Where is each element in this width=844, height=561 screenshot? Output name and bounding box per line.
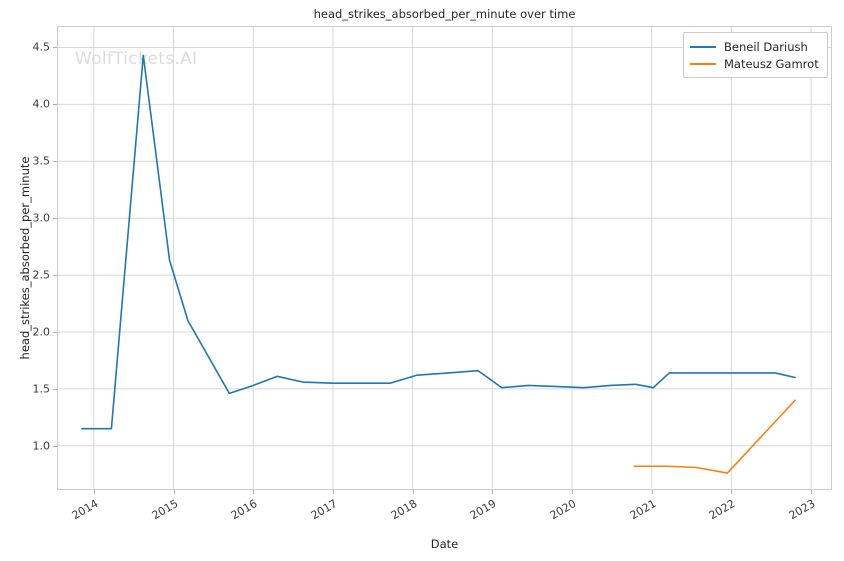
y-tick-label: 1.5 (32, 382, 51, 396)
y-tick-label: 3.0 (32, 211, 51, 225)
y-tick-label: 2.0 (32, 325, 51, 339)
y-tick-mark (53, 161, 57, 163)
x-tick-label: 2016 (228, 497, 260, 523)
legend-item[interactable]: Beneil Dariush (690, 38, 819, 55)
y-tick-label: 2.5 (32, 268, 51, 282)
plot-area: WolfTickets.AI (57, 26, 832, 490)
y-tick-mark (53, 445, 57, 447)
y-tick-mark (53, 331, 57, 333)
legend-item-label: Mateusz Gamrot (724, 56, 819, 71)
x-tick-mark (412, 490, 414, 494)
y-tick-mark (53, 388, 57, 390)
watermark: WolfTickets.AI (75, 49, 198, 69)
x-tick-label: 2019 (468, 497, 499, 523)
x-tick-label: 2022 (707, 497, 738, 523)
x-tick-mark (253, 490, 255, 494)
x-tick-mark (651, 490, 653, 494)
x-tick-label: 2015 (149, 497, 181, 523)
y-tick-label: 4.5 (32, 40, 51, 54)
x-tick-mark (173, 490, 175, 494)
y-tick-mark (53, 47, 57, 49)
x-tick-mark (492, 490, 494, 494)
y-tick-mark (53, 104, 57, 106)
series-line (633, 399, 796, 474)
chart-title: head_strikes_absorbed_per_minute over ti… (313, 7, 576, 21)
x-tick-mark (731, 490, 733, 494)
x-tick-label: 2014 (69, 497, 101, 523)
plot-canvas (58, 27, 831, 489)
x-axis-label: Date (430, 537, 459, 551)
x-tick-mark (572, 490, 573, 494)
x-tick-label: 2023 (786, 497, 818, 523)
y-tick-label: 4.0 (32, 97, 51, 111)
legend-item[interactable]: Mateusz Gamrot (690, 55, 819, 72)
x-tick-label: 2020 (547, 497, 579, 523)
x-tick-mark (811, 490, 813, 494)
y-tick-mark (53, 275, 57, 277)
legend-color-swatch (690, 45, 716, 48)
y-tick-label: 3.5 (32, 154, 51, 168)
x-tick-mark (332, 490, 334, 494)
series-line (81, 54, 796, 430)
x-tick-label: 2021 (627, 497, 659, 523)
x-tick-label: 2017 (308, 497, 340, 523)
legend-item-label: Beneil Dariush (724, 39, 808, 54)
y-tick-mark (53, 218, 57, 220)
chart-legend: Beneil Dariush Mateusz Gamrot (683, 32, 828, 78)
legend-color-swatch (690, 62, 716, 65)
x-tick-mark (93, 490, 95, 494)
x-tick-label: 2018 (388, 497, 420, 523)
y-tick-label: 1.0 (32, 439, 51, 453)
